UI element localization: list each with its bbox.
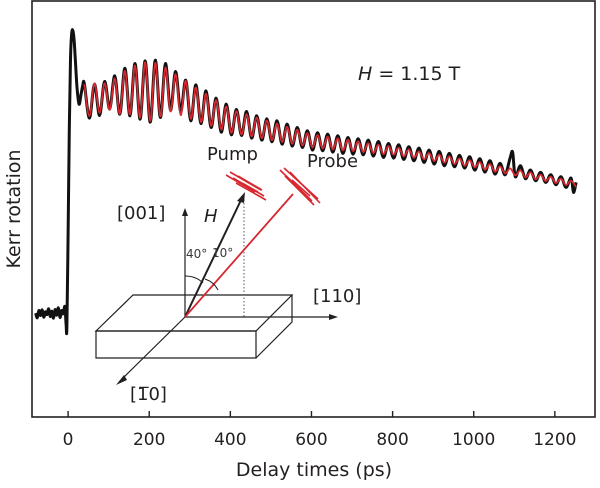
probe-label: Probe	[307, 151, 358, 172]
x-tick-label: 400	[214, 430, 246, 450]
field-vector-arrowhead	[237, 192, 245, 203]
axis-1bar10-label: [1̅0]	[130, 384, 167, 405]
series-line-measured	[34, 28, 578, 336]
angle-40-label: 40°	[186, 247, 207, 261]
field-annotation-symbol: H	[358, 63, 372, 85]
angle-arc-10	[204, 278, 219, 291]
field-label: H	[204, 206, 218, 227]
axis-1bar10-arrow	[120, 316, 186, 381]
plot-frame	[31, 0, 596, 418]
x-tick-label: 0	[63, 430, 74, 450]
angle-arc-40	[184, 275, 204, 284]
pump-label: Pump	[207, 144, 258, 165]
field-vector	[184, 197, 243, 318]
sample-slab	[94, 294, 294, 359]
inset-schematic: Pump Probe [001] [110] [1̅0] H 40° 10°	[94, 144, 361, 405]
angle-10-label: 10°	[212, 246, 233, 260]
pump-pulse-icon	[225, 171, 267, 201]
x-axis-title: Delay times (ps)	[236, 459, 392, 481]
axis-110-arrowhead	[329, 314, 338, 320]
field-annotation-value: = 1.15 T	[372, 63, 460, 85]
y-axis-title: Kerr rotation	[3, 149, 25, 268]
axis-110-label: [110]	[313, 286, 361, 307]
x-tick-label: 800	[376, 430, 408, 450]
axis-001-arrowhead	[182, 208, 188, 216]
x-tick-label: 1000	[452, 430, 495, 450]
series-line-fit	[83, 61, 577, 188]
probe-pulse-icon	[279, 167, 321, 206]
field-annotation: H = 1.15 T	[358, 63, 461, 85]
x-tick-label: 1200	[533, 430, 576, 450]
series-group	[34, 28, 578, 336]
x-axis-ticks: 0 200 400 600 800 1000 1200	[63, 411, 576, 450]
axis-001-label: [001]	[117, 203, 165, 224]
x-tick-label: 600	[295, 430, 327, 450]
axis-1bar10-arrowhead	[116, 375, 127, 385]
x-tick-label: 200	[133, 430, 165, 450]
probe-beam	[184, 193, 294, 318]
